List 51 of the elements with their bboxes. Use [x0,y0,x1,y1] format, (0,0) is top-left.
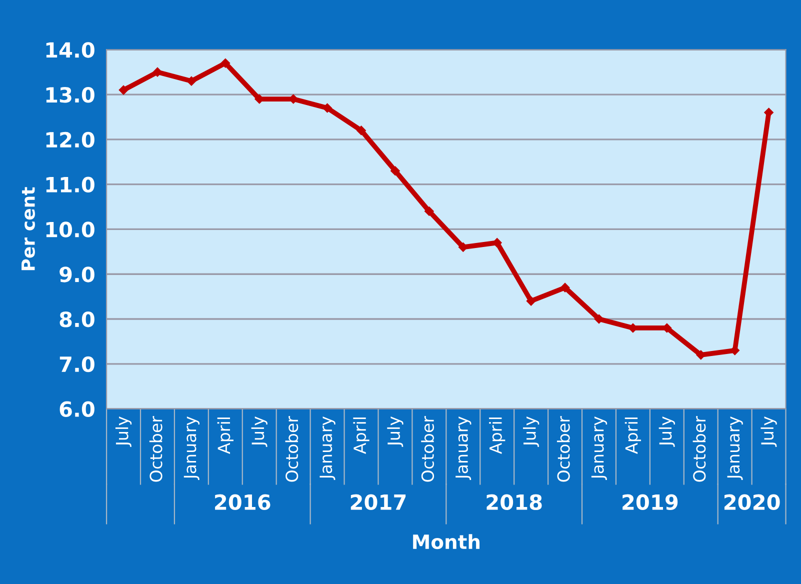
x-tick-label: April [624,418,642,454]
x-tick-label: July [523,416,540,447]
x-tick-label: January [456,416,472,480]
point [220,58,230,68]
x-tick-label: April [353,418,370,454]
point [152,67,162,77]
x-tick-label: July [115,416,132,447]
y-tick-label: 11.0 [46,176,94,193]
point [356,126,366,136]
point [696,350,706,360]
point [526,296,536,306]
x-tick-label: January [320,416,336,480]
point [390,166,400,176]
y-tick-label: 8.0 [60,311,94,328]
y-tick-label: 10.0 [46,222,94,238]
point [594,314,604,324]
x-tick-label: July [760,416,777,447]
text: 2017 [350,494,406,510]
x-tick-label: April [489,418,506,454]
y-tick-label: 13.0 [46,86,94,103]
x-tick-label: July [251,416,268,447]
text: 2018 [486,494,542,510]
x-tick-label: July [658,416,675,447]
point [322,103,332,113]
x-tick-label: January [184,416,200,480]
text: 2016 [215,494,270,510]
x-axis-title: Month [413,534,480,550]
point [424,206,434,216]
x-tick-label: October [421,416,434,482]
point [254,94,264,104]
point [186,76,196,86]
point [118,85,128,95]
point [560,282,570,292]
y-tick-label: 9.0 [60,266,94,282]
text: 2019 [622,494,678,510]
y-tick-label: 7.0 [60,356,94,372]
x-tick-label: January [727,416,743,480]
y-tick-label: 14.0 [46,42,94,58]
x-tick-label: October [692,416,706,482]
x-tick-label: January [591,416,608,480]
x-tick-label: July [387,416,404,447]
y-tick-label: 6.0 [60,401,94,418]
x-tick-label: October [149,416,162,482]
x-tick-label: October [285,416,298,482]
text: 2020 [724,494,780,510]
point [730,346,740,356]
point [764,108,774,118]
y-axis-title: Per cent [22,187,35,270]
x-tick-label: April [217,418,234,454]
y-tick-label: 12.0 [46,132,94,148]
x-tick-label: October [556,416,570,482]
